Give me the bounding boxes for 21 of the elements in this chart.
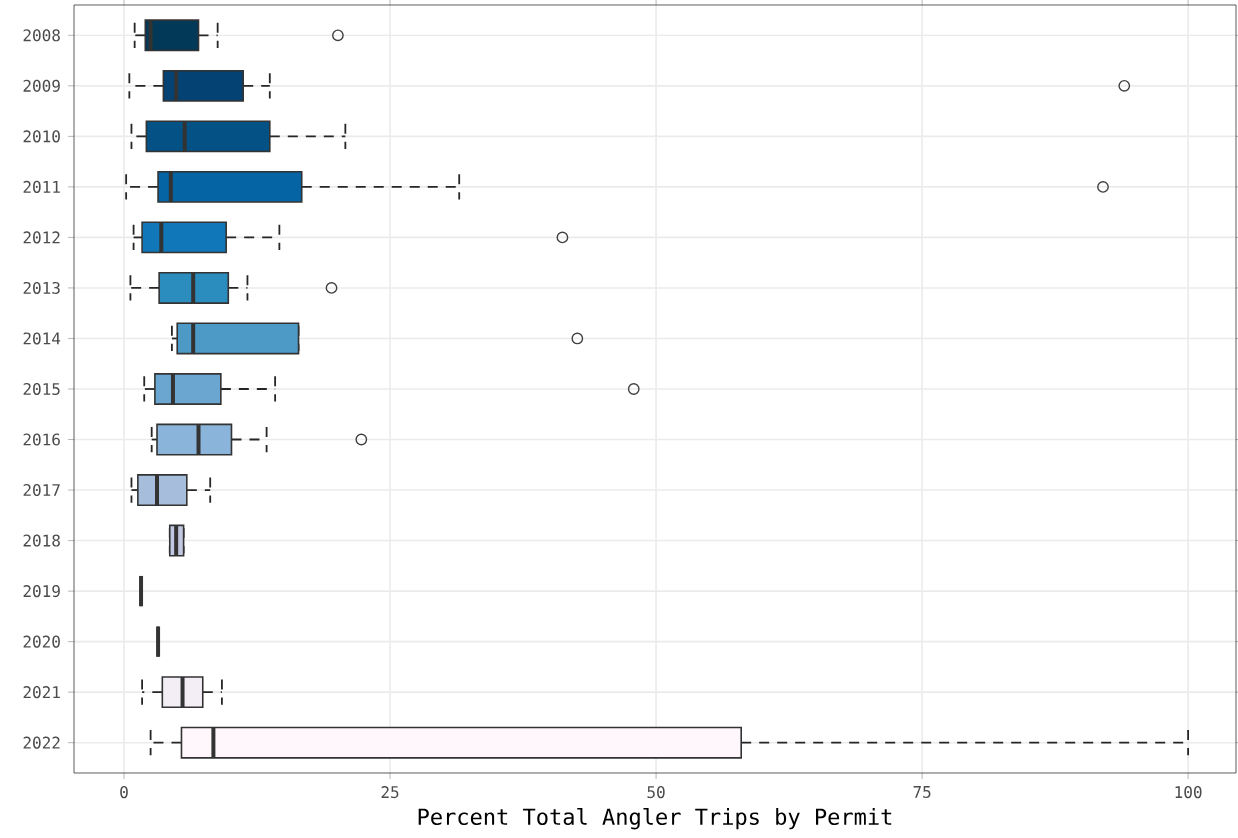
x-axis-title: Percent Total Angler Trips by Permit: [418, 807, 892, 830]
y-tick-label: 2013: [23, 281, 60, 294]
x-tick-label: 25: [381, 786, 399, 799]
y-tick-label: 2010: [23, 130, 60, 143]
y-tick-label: 2018: [23, 534, 60, 547]
y-tick-label: 2020: [23, 635, 60, 648]
y-tick-label: 2015: [23, 382, 60, 396]
y-tick-label: 2014: [23, 332, 61, 345]
x-tick-label: 50: [647, 786, 665, 799]
y-tick-label: 2022: [23, 736, 60, 749]
x-tick-label: 100: [1175, 786, 1202, 799]
y-tick-label: 2009: [23, 79, 60, 92]
y-tick-label: 2012: [23, 231, 60, 244]
y-tick-label: 2021: [23, 686, 60, 699]
x-tick-label: 0: [120, 786, 128, 799]
y-tick-label: 2016: [23, 433, 60, 446]
x-tick-label: 75: [913, 786, 931, 798]
y-tick-label: 2011: [23, 180, 60, 193]
y-tick-label: 2019: [23, 585, 60, 598]
y-tick-label: 2008: [23, 29, 60, 42]
y-tick-label: 2017: [23, 483, 60, 497]
